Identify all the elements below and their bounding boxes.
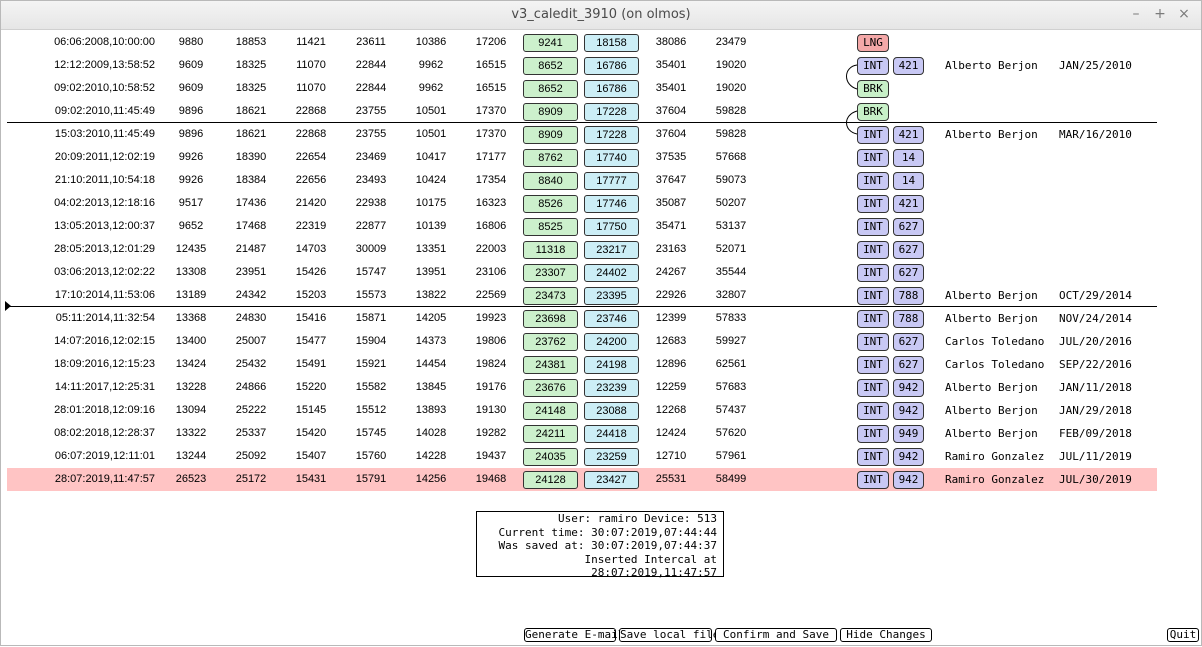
generate-email-button[interactable]: Generate E-mail xyxy=(524,628,616,642)
info-user-device: User: ramiro Device: 513 xyxy=(477,512,723,526)
info-current-time: Current time: 30:07:2019,07:44:44 xyxy=(477,526,723,540)
save-local-file-button[interactable]: Save local file xyxy=(619,628,712,642)
quit-button[interactable]: Quit xyxy=(1167,628,1199,642)
status-info-box: User: ramiro Device: 513 Current time: 3… xyxy=(476,511,724,577)
hide-changes-button[interactable]: Hide Changes xyxy=(840,628,932,642)
link-arc-icon xyxy=(847,111,858,134)
confirm-and-save-button[interactable]: Confirm and Save xyxy=(715,628,837,642)
info-saved-at: Was saved at: 30:07:2019,07:44:37 xyxy=(477,539,723,553)
info-inserted: Inserted Intercal at 28:07:2019,11:47:57 xyxy=(477,553,723,580)
link-arc-icon xyxy=(847,65,858,89)
